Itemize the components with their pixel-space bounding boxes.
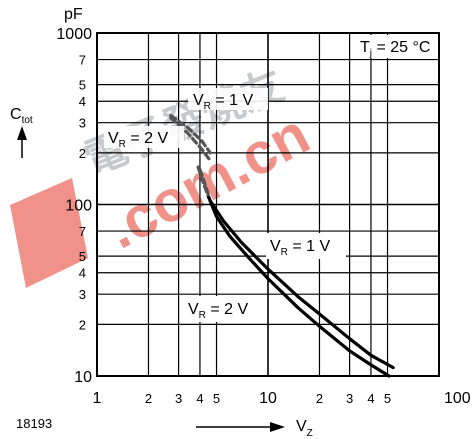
- y-axis-arrowhead: [17, 126, 27, 140]
- label-bg-vr1-top: [188, 88, 268, 110]
- series-label-vr2-bottom: VR = 2 V: [188, 301, 248, 321]
- x-tick-label: 5: [384, 391, 391, 406]
- curves: [169, 113, 395, 378]
- x-axis-arrowhead: [270, 422, 285, 432]
- y-tick-label: 5: [79, 78, 86, 93]
- series-label-vr1-bottom: VR = 1 V: [270, 238, 330, 258]
- y-tick-label: 10: [74, 369, 92, 386]
- y-tick-label: 7: [79, 53, 86, 68]
- label-bg-vr2-top: [104, 126, 184, 148]
- curve-vr1-solid: [208, 199, 395, 370]
- curve-vr2-dashed: [169, 116, 212, 163]
- series-label-vr1-top: VR = 1 V: [193, 92, 253, 112]
- x-tick-label: 10: [259, 390, 277, 407]
- y-tick-label: 2: [79, 146, 86, 161]
- y-tick-label: 3: [79, 287, 86, 302]
- x-axis-title: VZ: [296, 418, 313, 439]
- label-bg-vr2-bottom: [184, 296, 264, 322]
- figure-number: 18193: [16, 416, 52, 431]
- y-unit-label: pF: [64, 6, 83, 23]
- series-label-vr2-top: VR = 2 V: [108, 130, 168, 150]
- y-tick-label: 5: [79, 249, 86, 264]
- label-bg-vr1-bottom: [266, 233, 346, 259]
- x-tick-label: 4: [367, 391, 374, 406]
- y-tick-label: 4: [79, 266, 86, 281]
- curve-vr2-solid: [207, 195, 391, 378]
- condition-box: [355, 35, 437, 58]
- y-axis-title: Ctot: [10, 106, 33, 126]
- x-tick-label: 5: [213, 391, 220, 406]
- x-tick-label: 2: [316, 391, 323, 406]
- x-tick-label: 2: [145, 391, 152, 406]
- watermark-red-stripe: [10, 178, 88, 288]
- curve-vr2-dashed: [196, 165, 211, 199]
- plot-frame: [96, 32, 440, 377]
- x-tick-label: 3: [346, 391, 353, 406]
- x-tick-label: 1: [93, 390, 102, 407]
- y-tick-label: 100: [65, 198, 92, 215]
- x-tick-label: 4: [196, 391, 203, 406]
- y-tick-label: 3: [79, 116, 86, 131]
- condition-label: Tj = 25 °C: [360, 39, 430, 59]
- y-tick-label: 7: [79, 224, 86, 239]
- y-tick-label: 2: [79, 317, 86, 332]
- y-tick-label: 1000: [56, 26, 92, 43]
- curve-vr1-dashed: [169, 113, 212, 155]
- x-tick-label: 3: [175, 391, 182, 406]
- x-tick-label: 100 V: [444, 390, 475, 407]
- y-tick-label: 4: [79, 94, 86, 109]
- grid: [96, 32, 440, 377]
